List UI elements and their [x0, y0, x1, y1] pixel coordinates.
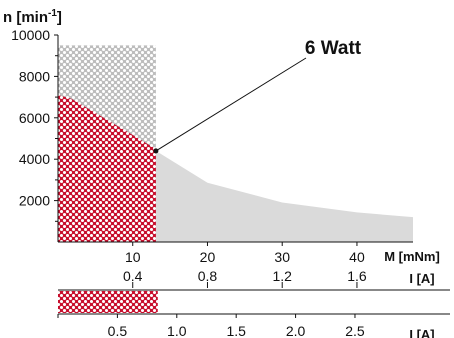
current-bar-ticks: 0.5 1.0 1.5 2.0 2.5 — [57, 314, 365, 338]
torque-tick-label: 30 — [274, 249, 290, 265]
continuous-operation-region — [58, 95, 156, 242]
y-axis-label-end: ] — [57, 9, 62, 26]
current-axis-label: I [A] — [409, 271, 434, 286]
current-bar-continuous-range — [58, 291, 158, 313]
torque-tick-label: 20 — [200, 249, 216, 265]
torque-tick-label: 40 — [349, 249, 365, 265]
current-bar-tick-label: 0.5 — [108, 323, 128, 338]
current-tick-label: 1.2 — [272, 268, 292, 284]
current-tick-label: 1.6 — [347, 268, 367, 284]
y-ticks: 2000 4000 6000 8000 10000 — [11, 27, 58, 222]
current-tick-label: 0.4 — [123, 268, 143, 284]
annotation-label: 6 Watt — [305, 38, 362, 59]
current-ticks: 0.4 0.8 1.2 1.6 — [123, 268, 367, 288]
current-bar-axis-label: I [A] — [409, 327, 434, 338]
annotation-leader-line — [155, 57, 307, 152]
y-tick-label: 8000 — [19, 68, 50, 84]
y-tick-label: 10000 — [11, 27, 50, 43]
power-limit-region — [155, 45, 413, 242]
current-bar-tick-label: 1.5 — [226, 323, 246, 338]
current-bar-tick-label: 2.5 — [345, 323, 365, 338]
current-bar-tick-label: 1.0 — [167, 323, 187, 338]
torque-tick-label: 10 — [125, 249, 141, 265]
annotation-point — [153, 148, 159, 154]
y-axis-label-base: n [min — [3, 9, 48, 26]
y-axis-label-superscript: -1 — [48, 8, 57, 19]
torque-ticks: 10 20 30 40 — [125, 242, 365, 265]
y-axis-label: n [min-1] — [3, 8, 62, 26]
current-bar-tick-label: 2.0 — [286, 323, 306, 338]
y-tick-label: 2000 — [19, 193, 50, 209]
y-tick-label: 6000 — [19, 110, 50, 126]
current-tick-label: 0.8 — [198, 268, 218, 284]
y-tick-label: 4000 — [19, 151, 50, 167]
torque-axis-label: M [mNm] — [384, 249, 440, 264]
